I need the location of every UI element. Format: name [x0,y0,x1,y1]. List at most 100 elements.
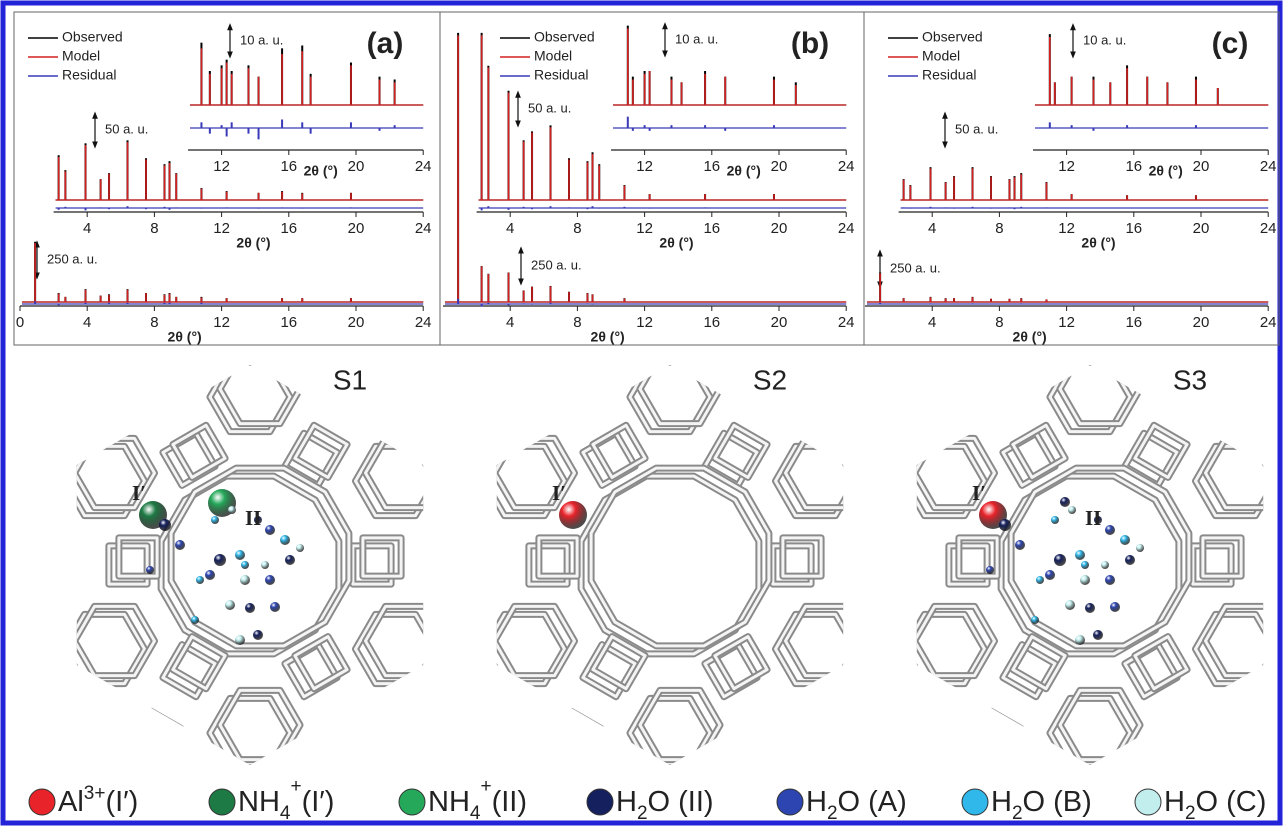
x-tick-label: 16 [703,220,720,237]
water-sphere [1075,550,1085,560]
water-sphere [245,603,255,613]
water-sphere [1136,544,1144,552]
framework-tube-highlight [38,540,72,574]
scale-bar-label: 250 a. u. [890,260,941,275]
legend-tail: O (B) [1023,786,1092,818]
x-tick-label: 8 [573,314,581,331]
framework-tube [544,364,590,410]
legend-tail: O (II) [648,786,714,818]
legend-label: H2O (C) [1164,786,1266,824]
water-sphere [240,575,250,585]
scale-bar-label: 250 a. u. [47,251,98,266]
x-tick-label: 12 [636,314,653,331]
framework-tube [868,548,902,582]
legend-superscript: + [480,776,491,797]
x-tick-label: 4 [928,314,936,331]
water-sphere [146,566,154,574]
legend-tail: O (A) [838,786,907,818]
framework-tube-highlight [448,548,482,582]
framework-tube-highlight [858,548,892,582]
water-sphere [296,544,304,552]
x-axis-label: 2θ (°) [727,163,761,179]
panel-label: (a) [367,27,404,60]
x-tick-label: 24 [838,158,855,175]
legend-label: Residual [534,67,588,83]
site-label: I′ [972,481,986,505]
x-tick-label: 16 [280,158,297,175]
framework-tube-highlight [554,356,600,402]
x-tick-label: 8 [573,220,581,237]
framework-tube [0,530,55,599]
legend-label: NH4+(II) [428,776,527,824]
water-sphere [1085,603,1095,613]
framework-tube-highlight [974,711,1020,757]
framework-tube-highlight [943,319,1023,388]
legend-label: Observed [922,29,983,45]
legend-marker [29,789,55,815]
framework-tube [338,726,418,795]
framework-tube [964,364,1010,410]
framework-tube [523,726,603,795]
x-tick-label: 16 [703,158,720,175]
framework-tube-highlight [933,327,1013,396]
water-sphere [1101,561,1109,569]
framework-tube [448,548,482,582]
framework-tube-highlight [0,530,55,599]
x-tick-label: 16 [1125,220,1142,237]
x-tick-label: 8 [995,314,1003,331]
water-sphere [265,575,275,585]
framework-tube-highlight [438,548,472,582]
water-sphere [1125,555,1135,565]
framework-tube-highlight [328,734,408,803]
x-axis-label: 2θ (°) [1081,235,1115,251]
framework-tube [124,364,170,410]
legend-text: H [1164,786,1185,818]
x-tick-label: 20 [771,220,788,237]
framework-tube [825,522,905,591]
legend-text: Al [58,786,84,818]
framework-tube [366,438,446,507]
x-tick-label: 24 [1260,314,1277,331]
water-sphere [1080,575,1090,585]
legend-subscript: 2 [827,803,838,824]
framework-tube [554,711,600,757]
scale-bar-label: 50 a. u. [105,122,148,137]
framework-tube-highlight [878,540,912,574]
framework-tube [173,425,225,477]
legend-marker [587,789,613,815]
framework-tube-highlight [338,726,418,795]
legend-label: H2O (B) [991,786,1092,824]
x-axis-label: 2θ (°) [1149,163,1183,179]
site-label: I′ [132,481,146,505]
framework-tube-highlight [458,540,492,574]
framework-tube [759,711,805,757]
legend-label: Observed [62,29,123,45]
x-axis-label: 2θ (°) [304,163,338,179]
water-sphere [225,600,235,610]
x-tick-label: 8 [995,220,1003,237]
framework-tube [28,548,62,582]
water-sphere [1075,635,1085,645]
water-sphere [1015,540,1025,550]
framework-tube [858,548,892,582]
legend-label: Model [534,48,572,64]
framework-tube [786,438,866,507]
water-sphere [235,635,245,645]
legend-label: H2O (A) [806,786,907,824]
framework-tube-highlight [445,530,525,599]
water-sphere [253,630,263,640]
water-sphere [265,525,275,535]
framework-tube [875,522,955,591]
water-sphere [211,516,219,524]
framework-tube [933,327,1013,396]
framework-tube [405,522,485,591]
legend-label: Observed [534,29,595,45]
legend-superscript: 3+ [84,783,106,804]
x-tick-label: 16 [1125,158,1142,175]
scale-bar-label: 50 a. u. [528,101,571,116]
x-tick-label: 20 [1193,158,1210,175]
x-tick-label: 12 [636,220,653,237]
legend-marker [1135,789,1161,815]
framework [395,319,955,803]
water-sphere [270,602,280,612]
